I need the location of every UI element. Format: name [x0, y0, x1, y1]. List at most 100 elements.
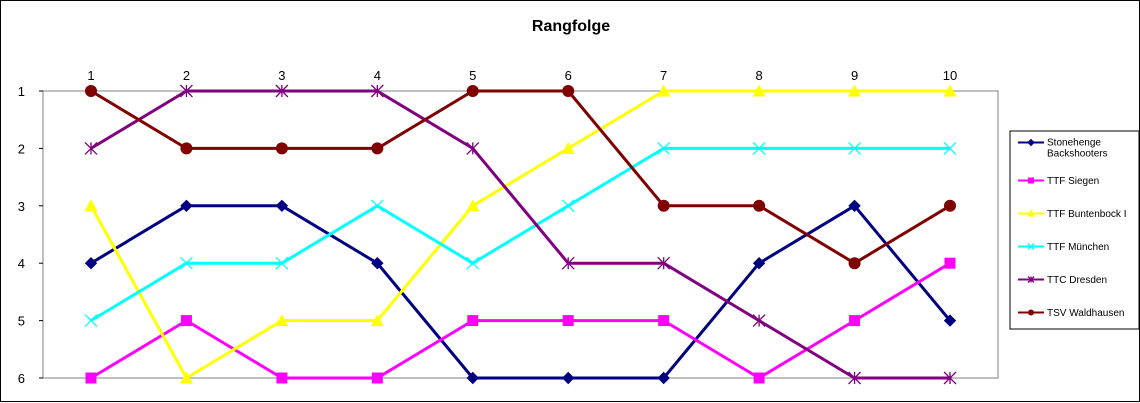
data-point	[658, 315, 670, 327]
legend-swatch-marker	[1027, 138, 1035, 147]
data-point	[371, 256, 384, 270]
x-tick-label: 7	[660, 68, 667, 83]
data-point	[944, 257, 956, 269]
y-tick-label: 2	[18, 141, 25, 156]
legend-entry-label: TTC Dresden	[1047, 275, 1107, 286]
data-point	[752, 141, 766, 155]
data-point	[370, 84, 384, 98]
data-point	[848, 371, 862, 385]
series-line	[89, 89, 950, 380]
legend-swatch-marker	[1027, 276, 1035, 283]
data-point	[753, 199, 766, 212]
data-point	[943, 141, 957, 155]
x-tick-label: 6	[565, 68, 572, 83]
data-point	[657, 199, 670, 212]
data-point	[562, 85, 575, 97]
data-point	[466, 256, 480, 270]
data-point	[561, 256, 575, 270]
data-point	[753, 372, 765, 384]
x-tick-label: 4	[374, 68, 381, 83]
data-point	[848, 141, 862, 155]
data-point	[371, 372, 383, 384]
series-line	[90, 89, 950, 380]
legend-swatch-marker	[1028, 309, 1034, 316]
data-point	[561, 199, 575, 213]
legend-swatch-marker	[1027, 209, 1035, 217]
data-point	[179, 84, 193, 98]
data-point	[657, 141, 671, 155]
y-tick-label: 4	[18, 256, 25, 271]
data-point	[370, 199, 384, 213]
data-point	[275, 199, 289, 213]
data-point	[84, 199, 98, 212]
x-tick-label: 3	[278, 68, 285, 83]
x-tick-label: 8	[755, 68, 762, 83]
data-point	[849, 315, 861, 327]
data-point	[561, 141, 575, 154]
data-point	[84, 256, 98, 270]
y-tick-label: 1	[18, 84, 25, 99]
data-point	[179, 371, 193, 384]
series-3	[84, 84, 957, 384]
data-point	[275, 314, 289, 327]
data-point	[562, 371, 575, 385]
legend-swatch-marker	[1027, 243, 1035, 250]
data-point	[466, 85, 479, 97]
y-tick-label: 3	[18, 199, 25, 214]
legend-entry-label: TTF München	[1047, 242, 1109, 253]
legend-box	[1009, 130, 1140, 330]
x-tick-label: 2	[183, 68, 190, 83]
data-point	[943, 314, 957, 327]
x-tick-label: 5	[469, 68, 476, 83]
series-4	[84, 141, 957, 328]
x-tick-label: 9	[851, 68, 858, 83]
data-point	[84, 141, 98, 155]
series-5	[84, 84, 957, 385]
data-point	[467, 315, 479, 327]
data-point	[85, 372, 97, 384]
series-line	[90, 146, 950, 322]
legend-entry-label: Stonehenge	[1047, 138, 1101, 149]
data-point	[275, 142, 288, 155]
data-point	[752, 314, 766, 328]
data-point	[944, 199, 956, 212]
data-point	[943, 84, 957, 97]
data-point	[180, 142, 193, 155]
x-tick-label: 1	[87, 68, 94, 83]
data-point	[276, 372, 288, 384]
data-point	[848, 199, 861, 213]
data-point	[275, 256, 289, 270]
data-point	[179, 256, 193, 270]
data-point	[752, 84, 766, 97]
data-point	[848, 257, 861, 270]
data-point	[657, 371, 670, 385]
x-tick-label: 10	[943, 68, 957, 83]
data-point	[371, 142, 384, 155]
legend-entry-label: TSV Waldhausen	[1047, 308, 1124, 319]
data-point	[752, 256, 766, 270]
data-point	[180, 199, 193, 213]
data-point	[848, 84, 862, 97]
data-point	[943, 371, 957, 385]
y-tick-label: 5	[18, 314, 25, 329]
series-line	[90, 89, 951, 265]
series-6	[85, 85, 956, 270]
data-point	[85, 85, 97, 97]
data-point	[466, 199, 480, 212]
legend-entry-label: TTF Siegen	[1047, 176, 1099, 187]
chart-title: Rangfolge	[532, 18, 610, 35]
data-point	[657, 84, 671, 97]
data-point	[466, 371, 479, 385]
legend-entry-label: TTF Buntenbock I	[1047, 209, 1126, 220]
data-point	[180, 315, 192, 327]
data-point	[370, 314, 384, 327]
data-point	[84, 314, 98, 328]
data-point	[562, 315, 574, 327]
data-point	[466, 141, 480, 155]
data-point	[657, 256, 671, 270]
y-tick-label: 6	[18, 371, 25, 386]
legend-entry-label: Backshooters	[1047, 149, 1108, 160]
data-point	[275, 84, 289, 98]
